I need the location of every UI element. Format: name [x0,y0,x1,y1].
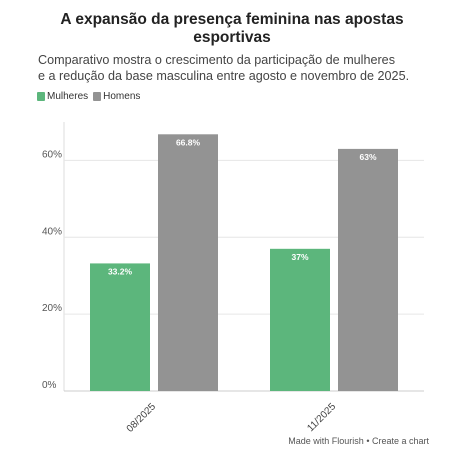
y-tick-label: 60% [42,149,62,160]
made-with-flourish-link[interactable]: Made with Flourish [288,436,364,446]
bar-homens-2 [338,148,398,391]
data-label: 37% [291,252,308,262]
chart-title-line-1: A expansão da presença feminina nas apos… [60,11,404,28]
legend-item-homens[interactable]: Homens [93,91,140,102]
chart-legend: Mulheres Homens [37,91,145,102]
footer: Made with Flourish • Create a chart [220,436,429,446]
create-a-chart-link[interactable]: Create a chart [371,436,429,446]
bar-mulheres-2 [270,248,330,391]
chart-subtitle-line-2: e a redução da base masculina entre agos… [38,69,410,83]
chart-title: A expansão da presença feminina nas apos… [0,11,464,47]
y-tick-label: 40% [42,226,62,237]
legend-swatch-mulheres [37,92,45,101]
data-label: 63% [359,152,376,162]
legend-item-mulheres[interactable]: Mulheres [37,91,88,102]
chart-title-line-2: esportivas [193,29,271,46]
legend-label-homens: Homens [103,91,141,102]
bar-mulheres-1 [90,263,150,391]
data-label: 33.2% [108,266,133,276]
footer-separator: • [363,436,372,446]
x-tick-label: 11/2025 [305,401,338,434]
x-tick-label: 08/2025 [125,401,159,435]
chart-subtitle-line-1: Comparativo mostra o crescimento da part… [38,53,395,67]
legend-label-mulheres: Mulheres [47,91,89,102]
chart-subtitle: Comparativo mostra o crescimento da part… [38,52,438,84]
data-label: 66.8% [176,137,201,147]
bar-homens-1 [158,134,218,391]
y-tick-label: 0% [42,380,57,391]
y-tick-label: 20% [42,303,62,314]
legend-swatch-homens [93,92,102,101]
